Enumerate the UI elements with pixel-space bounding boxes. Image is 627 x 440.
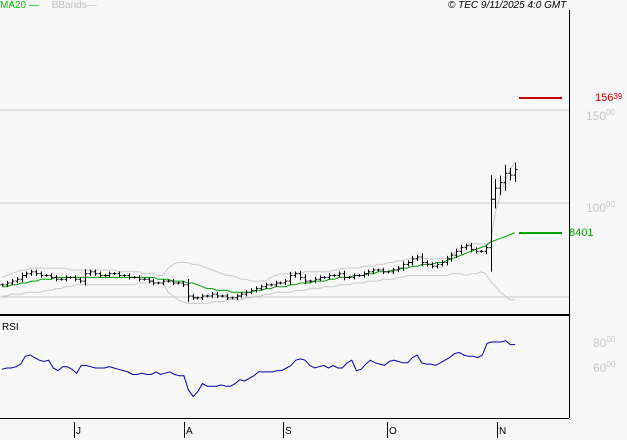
last-price-int: 156 [595,92,614,104]
month-label-oct: O [389,426,397,437]
chart-legend: MA20 — BBands— [0,0,97,11]
label-int: 60 [593,361,607,375]
legend-bbands-swatch: — [86,0,97,11]
legend-ma20-label: MA20 [0,0,27,11]
legend-ma20-swatch: — [28,0,39,11]
label-int: 150 [586,109,607,123]
bbands-lower-line [2,271,515,304]
month-label-nov: N [499,426,507,437]
rsi-axis-label-60: 6000 [593,360,616,375]
label-dec: 00 [606,108,615,117]
legend-ma20: MA20 — [0,0,39,11]
ma20-line [2,232,516,293]
rsi-panel-title: RSI [2,322,19,333]
label-dec: 00 [606,200,615,209]
legend-bbands: BBands— [52,0,97,11]
month-label-aug: A [186,426,193,437]
label-dec: 00 [606,335,616,344]
price-axis-label-100: 10000 [586,200,615,215]
last-price-dec: 39 [613,92,623,101]
month-label-jul: J [76,426,81,437]
label-int: 80 [593,336,607,350]
bbands-upper-line [1,161,516,282]
copyright-timestamp: © TEC 9/11/2025 4:0 GMT [448,0,567,11]
rsi-line [1,340,515,398]
price-bars [0,162,518,302]
price-axis-label-150: 15000 [586,108,615,123]
month-label-sep: S [285,426,292,437]
month-ticks [74,422,498,438]
label-int: 100 [586,201,607,215]
label-dec: 00 [606,360,616,369]
rsi-axis-label-80: 8000 [593,335,616,350]
legend-bbands-label: BBands [51,0,87,11]
last-price-label: 15639 [595,92,622,104]
ma20-value-label: 8401 [569,227,594,239]
